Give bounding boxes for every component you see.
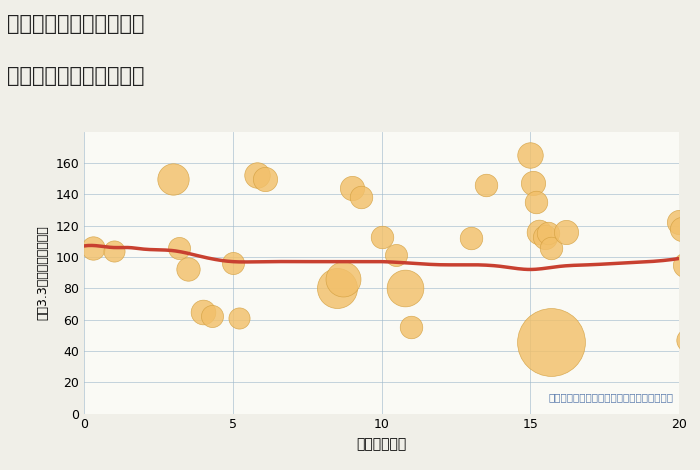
Text: 福岡県福岡市南区長丘の: 福岡県福岡市南区長丘の [7,14,144,34]
Point [406,324,417,331]
Point [183,266,194,273]
Point [465,235,476,242]
Y-axis label: 坪（3.3㎡）単価（万円）: 坪（3.3㎡）単価（万円） [36,225,50,320]
Point [545,338,557,345]
Point [542,230,554,237]
Point [561,228,572,235]
Point [206,313,218,320]
Point [676,225,687,233]
Point [355,194,366,201]
Point [391,251,402,259]
Point [233,314,244,322]
Point [525,151,536,159]
Text: 駅距離別中古戸建て価格: 駅距離別中古戸建て価格 [7,66,144,86]
Point [331,284,342,292]
Point [376,233,387,240]
Text: 円の大きさは、取引のあった物件面積を示す: 円の大きさは、取引のあった物件面積を示す [548,392,673,402]
Point [227,259,238,267]
Point [679,261,690,268]
Point [251,172,262,179]
Point [108,247,119,254]
Point [682,336,694,344]
Point [174,244,185,251]
Point [540,233,551,240]
Point [545,244,557,251]
Point [400,284,411,292]
Point [260,175,271,182]
Point [168,175,179,182]
Point [337,275,349,282]
Point [533,228,545,235]
Point [480,181,491,188]
Point [673,219,685,226]
Point [197,308,209,315]
X-axis label: 駅距離（分）: 駅距離（分） [356,437,407,451]
Point [88,244,99,251]
Point [531,198,542,206]
Point [528,180,539,187]
Point [346,184,357,192]
